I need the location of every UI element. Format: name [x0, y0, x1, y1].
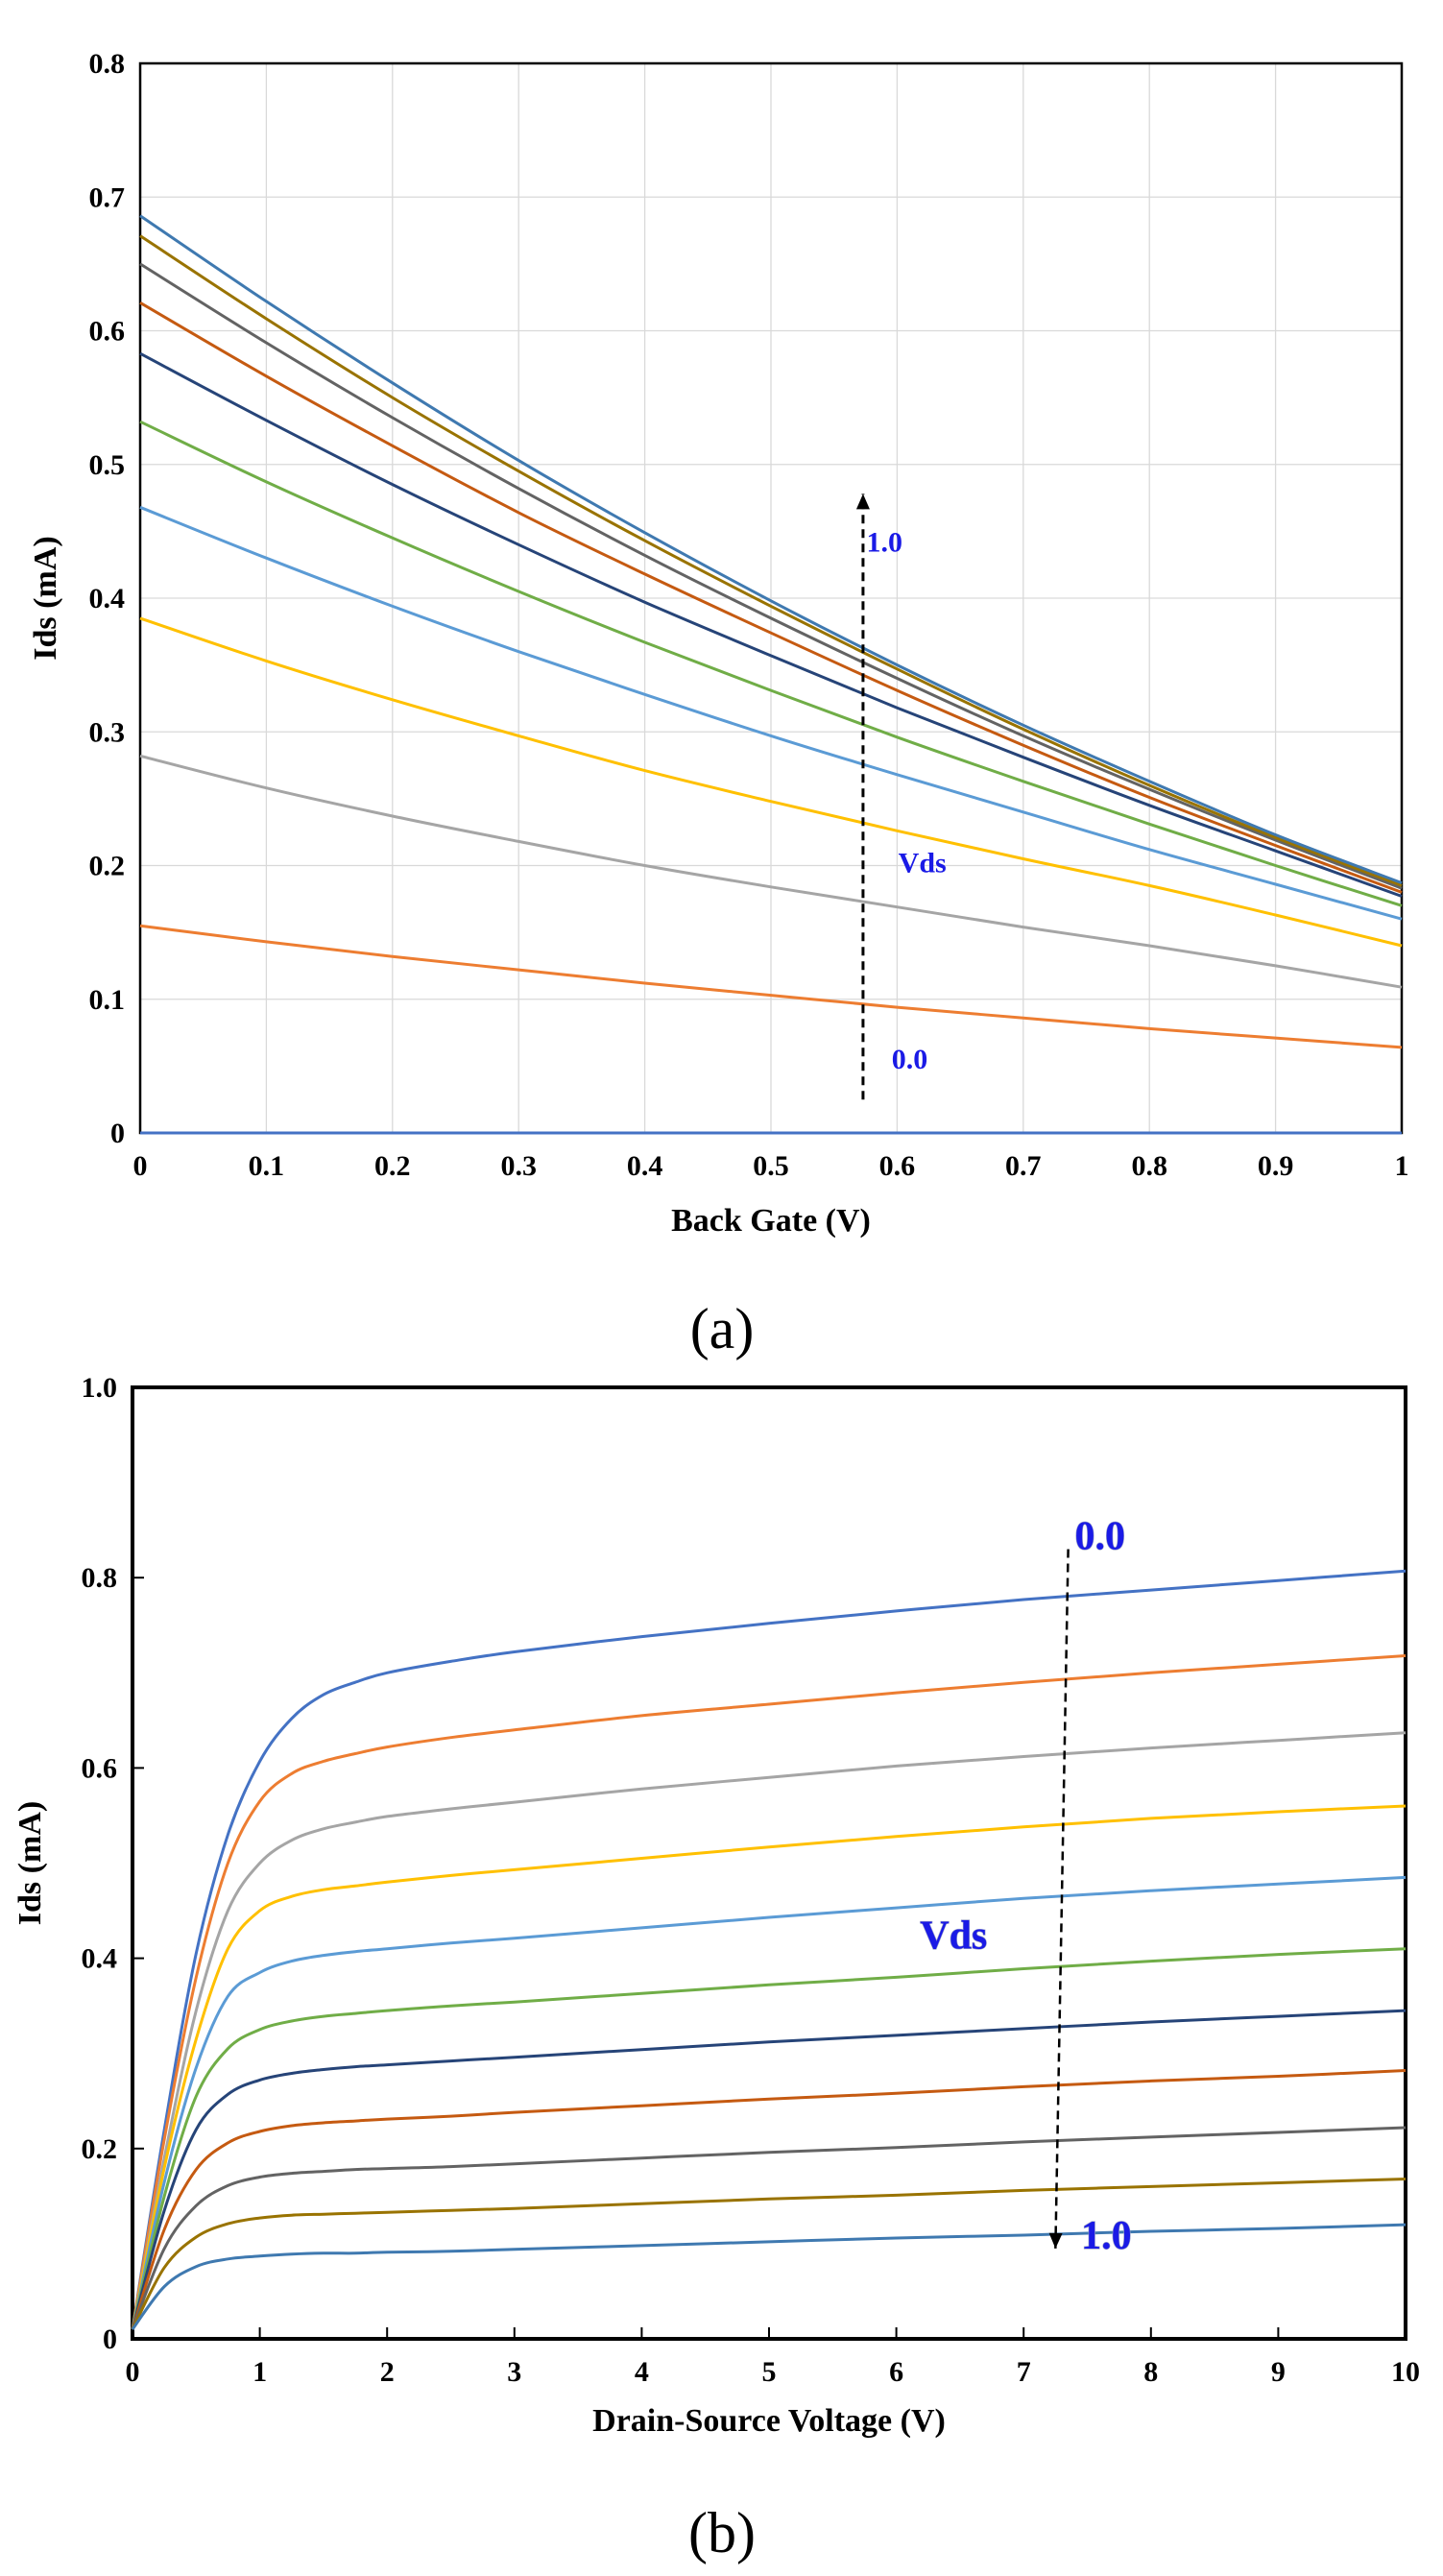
x-tick-label: 6 — [889, 2356, 903, 2388]
panel-label: (a) — [690, 1297, 755, 1360]
y-tick-label: 0.2 — [89, 851, 126, 882]
series-line-4 — [139, 420, 1403, 907]
series-line-5 — [131, 1947, 1407, 2330]
y-tick-label: 0 — [110, 1118, 125, 1149]
annotation-0-0: 0.0 — [892, 1044, 928, 1075]
vds-arrow-head — [855, 494, 870, 510]
x-tick-label: 0.3 — [500, 1150, 537, 1182]
y-tick-label: 0.7 — [89, 181, 126, 213]
x-tick-label: 8 — [1143, 2356, 1158, 2388]
series-line-10 — [131, 2223, 1407, 2330]
series-line-8 — [131, 2126, 1407, 2330]
series-line-1 — [139, 754, 1403, 989]
x-tick-label: 7 — [1017, 2356, 1031, 2388]
x-tick-label: 0 — [133, 1150, 148, 1182]
y-tick-label: 0.4 — [89, 583, 126, 614]
x-tick-label: 3 — [507, 2356, 521, 2388]
series-line-3 — [131, 1804, 1407, 2330]
series-line-8 — [139, 234, 1403, 887]
series-line-5 — [139, 351, 1403, 898]
y-tick-label: 0.1 — [89, 984, 126, 1016]
annotation-vds: Vds — [899, 847, 947, 879]
vds-arrow-head — [1048, 2232, 1063, 2249]
x-tick-label: 0 — [126, 2356, 140, 2388]
y-tick-label: 0.6 — [89, 316, 126, 348]
x-tick-label: 2 — [380, 2356, 395, 2388]
x-tick-label: 0.8 — [1131, 1150, 1167, 1182]
y-tick-label: 1.0 — [82, 1372, 118, 1404]
y-tick-label: 0.6 — [82, 1752, 118, 1784]
x-axis-title: Back Gate (V) — [671, 1203, 871, 1239]
vds-arrow-shaft — [1054, 1549, 1070, 2249]
plot-frame — [131, 1385, 1407, 2341]
x-tick-label: 0.6 — [879, 1150, 916, 1182]
x-tick-label: 9 — [1271, 2356, 1286, 2388]
series-line-0 — [131, 1569, 1407, 2330]
panel-label: (b) — [688, 2501, 756, 2564]
y-axis-title: Ids (mA) — [28, 536, 63, 660]
series-line-6 — [131, 2009, 1407, 2330]
y-tick-label: 0 — [103, 2323, 117, 2355]
series-line-9 — [131, 2178, 1407, 2330]
series-line-0 — [139, 924, 1403, 1049]
series-line-3 — [139, 505, 1403, 921]
series-line-6 — [139, 301, 1403, 894]
y-tick-label: 0.8 — [89, 48, 126, 80]
x-tick-label: 10 — [1391, 2356, 1420, 2388]
series-line-9 — [139, 214, 1403, 885]
chart-panel-a: 0 0.1 0.2 0.3 0.4 0.5 0.6 0.7 0.8 0.9 1 0 0.1 0.2 0.3 0… — [28, 48, 1409, 1360]
annotation-0-0: 0.0 — [1075, 1514, 1126, 1558]
x-tick-label: 5 — [762, 2356, 777, 2388]
series-line-7 — [139, 262, 1403, 890]
x-tick-label: 0.5 — [753, 1150, 789, 1182]
annotation-1-0: 1.0 — [1081, 2214, 1132, 2258]
y-tick-label: 0.3 — [89, 716, 126, 748]
x-tick-label: 0.7 — [1005, 1150, 1042, 1182]
chart-panel-b: 0 1 2 3 4 5 6 7 8 9 10 0 0.2 0.4 0.6 0.8 1.0 Drain-Source… — [12, 1372, 1420, 2564]
y-tick-label: 0.2 — [82, 2133, 118, 2165]
y-tick-label: 0.5 — [89, 449, 126, 481]
x-tick-label: 0.9 — [1258, 1150, 1294, 1182]
series-line-2 — [139, 616, 1403, 948]
x-tick-label: 0.2 — [374, 1150, 411, 1182]
series-line-4 — [131, 1875, 1407, 2330]
series-line-1 — [131, 1654, 1407, 2330]
annotation-vds: Vds — [920, 1914, 987, 1959]
x-tick-label: 4 — [635, 2356, 649, 2388]
x-tick-label: 0.1 — [249, 1150, 285, 1182]
x-tick-label: 0.4 — [627, 1150, 663, 1182]
y-axis-title: Ids (mA) — [12, 1801, 48, 1925]
x-tick-label: 1 — [253, 2356, 267, 2388]
annotation-1-0: 1.0 — [867, 526, 903, 558]
x-tick-label: 1 — [1395, 1150, 1409, 1182]
x-axis-title: Drain-Source Voltage (V) — [592, 2403, 946, 2439]
series-line-2 — [131, 1731, 1407, 2330]
series-line-7 — [131, 2069, 1407, 2330]
y-tick-label: 0.8 — [82, 1562, 118, 1594]
y-tick-label: 0.4 — [82, 1943, 118, 1975]
